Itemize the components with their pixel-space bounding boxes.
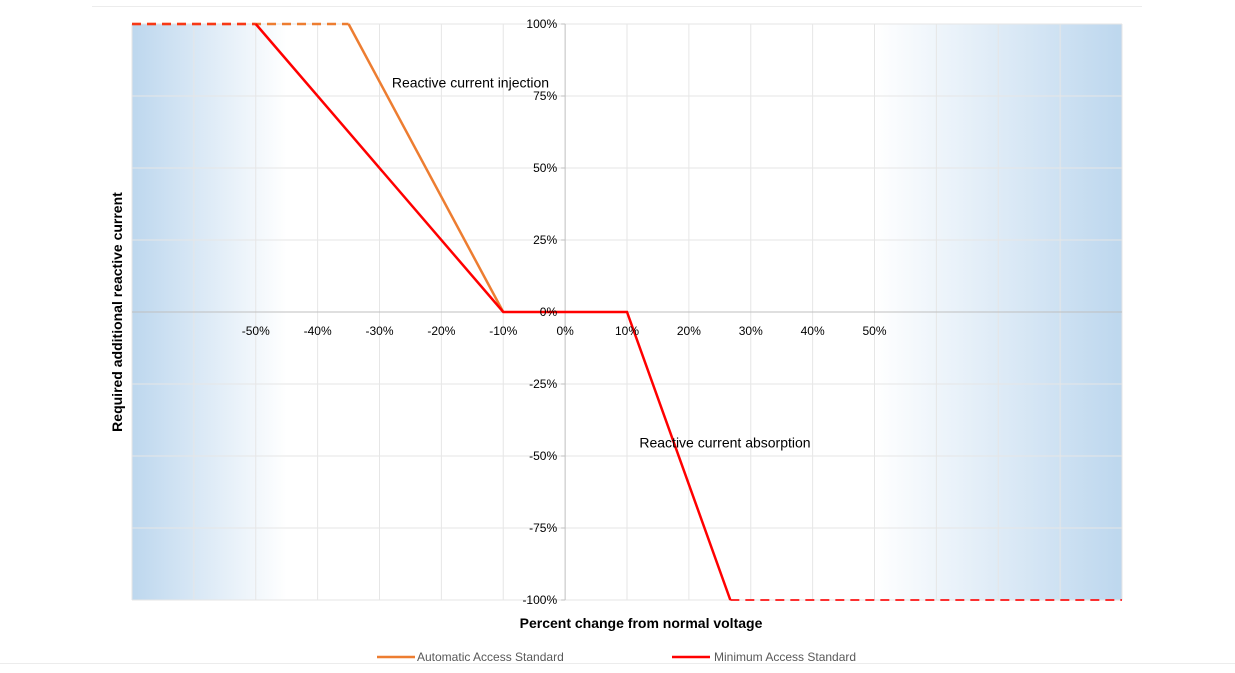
- y-tick-label: -75%: [529, 521, 557, 535]
- x-tick-label: 0%: [556, 324, 574, 338]
- x-tick-label: -50%: [242, 324, 270, 338]
- y-tick-label: 50%: [533, 161, 557, 175]
- x-tick-label: 20%: [677, 324, 701, 338]
- annotation-label: Reactive current absorption: [639, 434, 810, 450]
- y-tick-label: 0%: [540, 305, 558, 319]
- y-tick-label: 25%: [533, 233, 557, 247]
- y-tick-label: 100%: [526, 17, 557, 31]
- x-tick-label: -40%: [304, 324, 332, 338]
- x-axis-title: Percent change from normal voltage: [520, 615, 763, 631]
- x-tick-label: 30%: [739, 324, 763, 338]
- y-tick-label: -50%: [529, 449, 557, 463]
- series-automatic-line: [347, 23, 505, 313]
- series-minimum-line: [254, 23, 732, 601]
- x-tick-label: -30%: [365, 324, 393, 338]
- legend-label: Minimum Access Standard: [714, 650, 856, 664]
- x-tick-label: 40%: [801, 324, 825, 338]
- frame-bottom-border: [0, 663, 1235, 664]
- x-tick-label: 50%: [862, 324, 886, 338]
- annotation-label: Reactive current injection: [392, 74, 549, 90]
- x-tick-label: -20%: [427, 324, 455, 338]
- y-tick-label: 75%: [533, 89, 557, 103]
- y-tick-label: -100%: [522, 593, 557, 607]
- x-tick-label: 10%: [615, 324, 639, 338]
- y-axis-title: Required additional reactive current: [109, 192, 125, 432]
- y-tick-label: -25%: [529, 377, 557, 391]
- legend-label: Automatic Access Standard: [417, 650, 564, 664]
- frame-top-border: [92, 6, 1142, 7]
- x-tick-label: -10%: [489, 324, 517, 338]
